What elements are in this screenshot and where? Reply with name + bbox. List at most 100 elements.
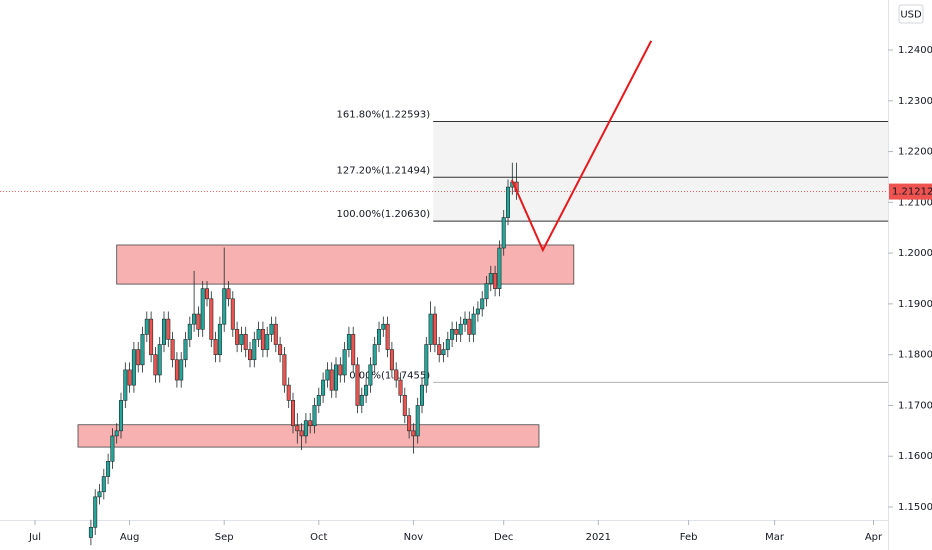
- y-tick-label: 1.16000: [898, 451, 932, 462]
- candle-body: [475, 308, 480, 315]
- candle-body: [239, 334, 244, 345]
- candle-body: [303, 420, 308, 437]
- candle-body: [402, 394, 407, 416]
- x-tick-label: Mar: [765, 532, 785, 543]
- y-tick-label: 1.20000: [898, 248, 932, 259]
- candle-body: [265, 334, 270, 350]
- candle-body: [273, 323, 278, 345]
- y-tick-label: 1.18000: [898, 350, 932, 361]
- candle-body: [278, 344, 283, 355]
- candle-body: [162, 318, 167, 345]
- y-tick-label: 1.17000: [898, 400, 932, 411]
- candle-body: [394, 369, 399, 381]
- candle-body: [450, 328, 455, 340]
- candle-body: [166, 318, 171, 340]
- y-tick-label: 1.21000: [898, 197, 932, 208]
- candle-body: [501, 217, 506, 249]
- candle-body: [467, 318, 472, 335]
- y-tick-label: 1.23000: [898, 96, 932, 107]
- candle-body: [312, 405, 317, 427]
- candle-body: [368, 364, 373, 386]
- candle-body: [415, 405, 420, 437]
- candle-body: [209, 298, 214, 340]
- candle-body: [428, 313, 433, 345]
- candle-body: [372, 344, 377, 366]
- candle-body: [488, 273, 493, 284]
- candle-body: [480, 298, 485, 310]
- candle-body: [420, 384, 425, 406]
- candle-body: [437, 344, 442, 355]
- candle-body: [119, 400, 124, 432]
- candle-body: [256, 328, 261, 340]
- candle-body: [114, 430, 119, 437]
- candle-body: [248, 349, 253, 361]
- candle-body: [407, 415, 412, 432]
- candle-body: [346, 334, 351, 350]
- candle-body: [484, 283, 489, 300]
- candle-body: [187, 323, 192, 340]
- candle-body: [329, 369, 334, 391]
- x-tick-label: Dec: [494, 532, 513, 543]
- candle-body: [359, 394, 364, 406]
- candle-body: [157, 344, 162, 376]
- candle-body: [282, 354, 287, 386]
- x-tick-label: Sep: [215, 532, 234, 543]
- candle-body: [174, 359, 179, 381]
- candle-body: [230, 298, 235, 330]
- candle-body: [458, 323, 463, 335]
- x-tick-label: 2021: [586, 532, 611, 543]
- fib-label: 127.20%(1.21494): [337, 165, 431, 176]
- candle-body: [385, 323, 390, 350]
- candle-body: [338, 364, 343, 376]
- candle-body: [213, 339, 218, 355]
- candle-body: [260, 328, 265, 350]
- candle-body: [93, 496, 98, 528]
- candle-body: [144, 318, 149, 335]
- candle-body: [106, 461, 111, 477]
- x-tick-label: Oct: [310, 532, 327, 543]
- candle-body: [200, 288, 205, 330]
- candle-body: [506, 186, 511, 218]
- candle-body: [497, 247, 502, 289]
- candle-body: [269, 323, 274, 335]
- candle-body: [381, 323, 386, 330]
- candle-body: [291, 400, 296, 427]
- x-tick-label: Aug: [120, 532, 140, 543]
- candle-body: [88, 527, 93, 538]
- candle-body: [136, 349, 141, 366]
- y-tick-label: 1.22000: [898, 147, 932, 158]
- x-tick-label: Nov: [404, 532, 424, 543]
- candle-body: [140, 334, 145, 366]
- fib-label: 100.00%(1.20630): [337, 209, 431, 220]
- candle-body: [321, 379, 326, 396]
- candle-body: [432, 313, 437, 345]
- candle-body: [411, 430, 416, 437]
- candle-body: [226, 288, 231, 300]
- candle-body: [205, 288, 210, 300]
- candle-body: [97, 491, 102, 498]
- candle-body: [493, 273, 498, 289]
- candle-body: [252, 339, 257, 361]
- candle-body: [196, 313, 201, 330]
- candle-body: [355, 364, 360, 406]
- candle-body: [364, 384, 369, 396]
- candle-body: [316, 394, 321, 406]
- candle-body: [286, 384, 291, 401]
- candle-body: [170, 339, 175, 361]
- candle-body: [243, 334, 248, 350]
- candle-body: [127, 369, 132, 386]
- candle-body: [424, 344, 429, 386]
- projection-path: [510, 40, 653, 253]
- candle-body: [389, 349, 394, 371]
- candle-body: [123, 369, 128, 401]
- last-price-label: 1.21212: [892, 187, 932, 198]
- candle-body: [325, 369, 330, 381]
- zone: [77, 424, 540, 448]
- candle-body: [222, 288, 227, 325]
- zone: [116, 244, 575, 285]
- y-tick-label: 1.24000: [898, 45, 932, 56]
- candle-body: [308, 420, 313, 427]
- y-tick-label: 1.15000: [898, 502, 932, 513]
- currency-box[interactable]: [898, 4, 924, 24]
- fib-label: 161.80%(1.22593): [337, 109, 431, 120]
